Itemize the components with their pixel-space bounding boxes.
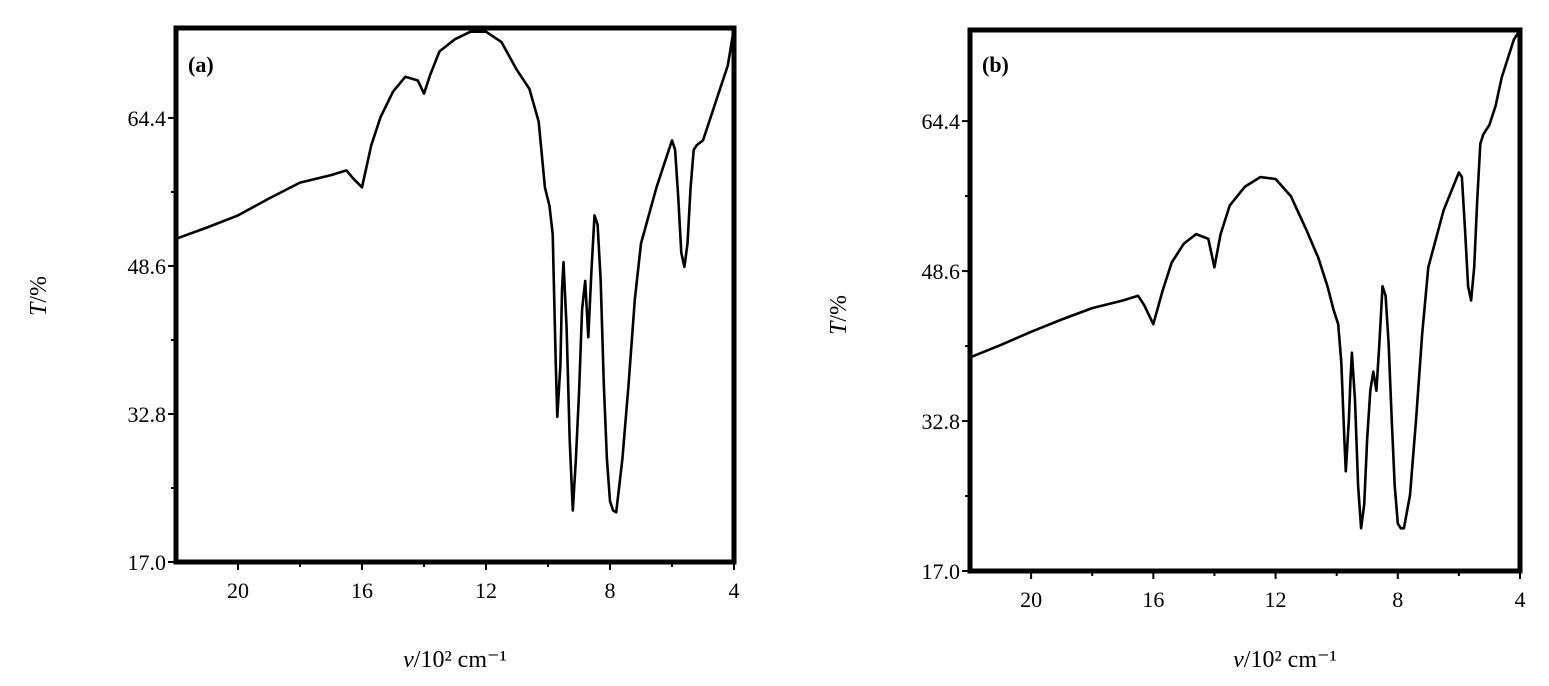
x-tick-label: 4	[1515, 587, 1526, 612]
x-axis-title-a: ν/10² cm⁻¹	[403, 647, 507, 673]
x-tick-label: 20	[227, 578, 249, 603]
y-tick-label: 64.4	[128, 106, 167, 131]
y-tick-label: 32.8	[128, 402, 167, 427]
y-tick-label: 48.6	[922, 259, 961, 284]
x-tick-label: 8	[605, 578, 616, 603]
panel-label-b: (b)	[982, 52, 1009, 77]
x-tick-label: 4	[729, 578, 740, 603]
x-tick-label: 20	[1020, 587, 1042, 612]
y-tick-label: 17.0	[128, 550, 167, 575]
panel-a: 17.0 32.8 48.6 64.4 20 16 12 8 4 (a) T/% ν/10² …	[26, 25, 740, 673]
y-axis-a: 17.0 32.8 48.6 64.4	[128, 106, 176, 575]
y-axis-b: 17.0 32.8 48.6 64.4	[922, 109, 970, 584]
y-tick-label: 48.6	[128, 254, 167, 279]
panel-label-a: (a)	[188, 52, 214, 77]
x-tick-label: 12	[1265, 587, 1287, 612]
y-axis-title-b: T/%	[826, 295, 852, 335]
y-tick-label: 17.0	[922, 559, 961, 584]
x-tick-label: 8	[1392, 587, 1403, 612]
transmittance-curve-b	[969, 29, 1522, 530]
x-axis-b: 20 16 12 8 4	[1020, 571, 1526, 612]
x-tick-label: 12	[475, 578, 497, 603]
y-tick-label: 64.4	[922, 109, 961, 134]
transmittance-curve-a	[175, 27, 736, 514]
panel-b: 17.0 32.8 48.6 64.4 20 16 12 8 4 (b) T/% ν/10² …	[826, 27, 1526, 673]
x-axis-title-b: ν/10² cm⁻¹	[1233, 647, 1337, 673]
plot-frame-a	[173, 25, 737, 565]
x-tick-label: 16	[351, 578, 373, 603]
y-tick-label: 32.8	[922, 409, 961, 434]
x-tick-label: 16	[1142, 587, 1164, 612]
y-axis-title-a: T/%	[26, 276, 52, 316]
x-axis-a: 20 16 12 8 4	[227, 562, 740, 603]
plot-frame-b	[967, 27, 1523, 574]
